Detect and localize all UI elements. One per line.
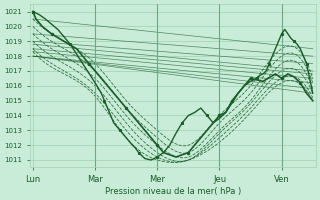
- X-axis label: Pression niveau de la mer( hPa ): Pression niveau de la mer( hPa ): [105, 187, 241, 196]
